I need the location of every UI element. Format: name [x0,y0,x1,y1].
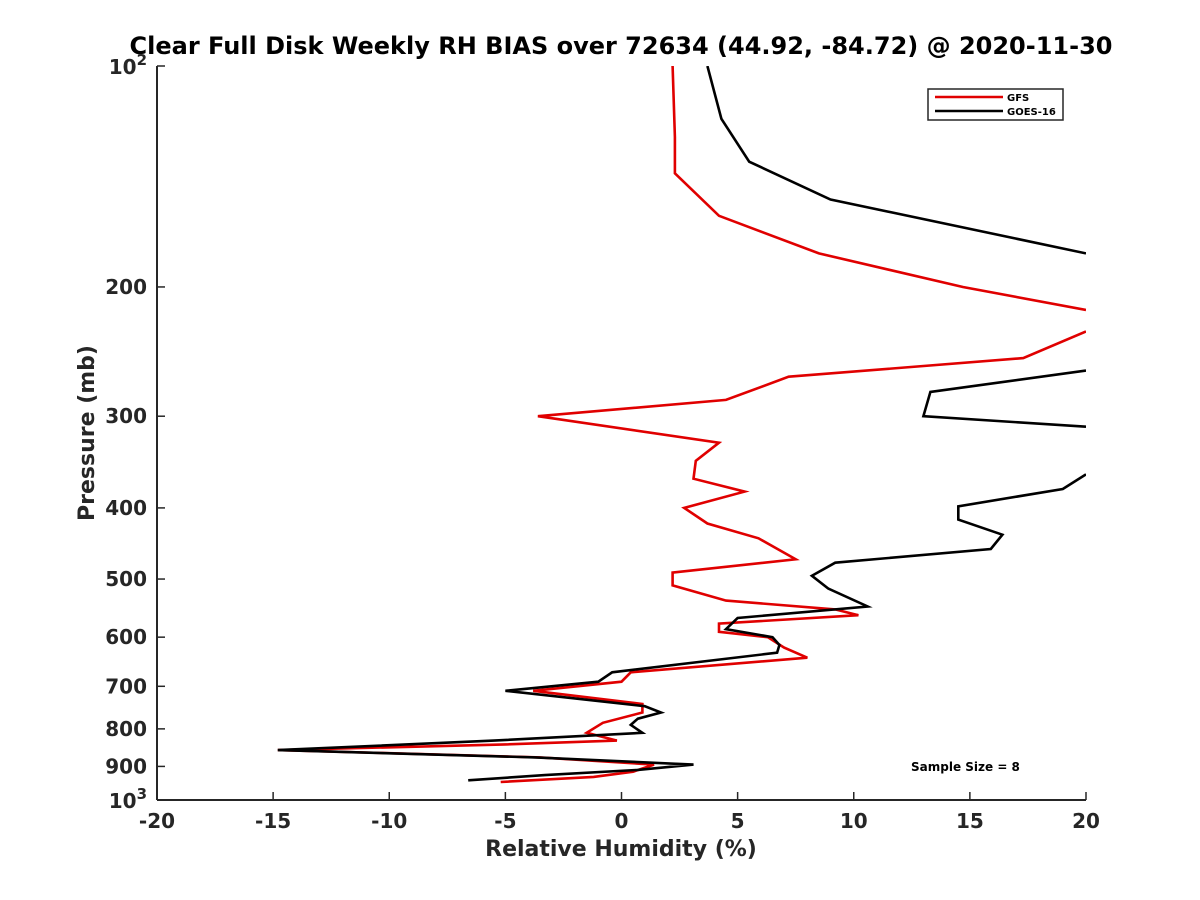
y-tick-label: 200 [105,275,147,299]
series-layer [277,66,1086,784]
x-tick-label: -10 [371,809,407,833]
x-axis-ticks: -20 -15 -10 -5 0 5 10 15 20 [139,792,1100,833]
x-tick-label: 20 [1072,809,1100,833]
x-tick-label: -20 [139,809,175,833]
y-tick-label-power: 102 [109,51,147,79]
x-axis-label: Relative Humidity (%) [485,837,757,862]
y-tick-label: 600 [105,625,147,649]
y-tick-label: 300 [105,404,147,428]
legend-label-gfs: GFS [1007,93,1029,104]
y-tick-label: 700 [105,674,147,698]
series-line-goes16 [277,66,1086,782]
y-axis-ticks: 200 300 400 500 600 700 800 900 102 103 [105,51,165,813]
x-tick-label: 10 [840,809,868,833]
x-tick-label: -15 [255,809,291,833]
chart-title: Clear Full Disk Weekly RH BIAS over 7263… [130,32,1113,60]
y-tick-label-power: 103 [109,785,147,813]
series-line-gfs [277,66,1086,784]
legend-label-goes16: GOES-16 [1007,107,1056,118]
sample-size-annotation: Sample Size = 8 [911,760,1020,774]
x-tick-label: -5 [494,809,516,833]
y-tick-label: 900 [105,754,147,778]
x-tick-label: 0 [615,809,629,833]
legend: GFS GOES-16 [927,88,1064,121]
x-tick-label: 5 [731,809,745,833]
legend-box [927,88,1064,121]
y-tick-label: 800 [105,717,147,741]
y-tick-label: 500 [105,567,147,591]
y-tick-label: 400 [105,496,147,520]
x-tick-label: 15 [956,809,984,833]
y-axis-label: Pressure (mb) [75,345,100,521]
